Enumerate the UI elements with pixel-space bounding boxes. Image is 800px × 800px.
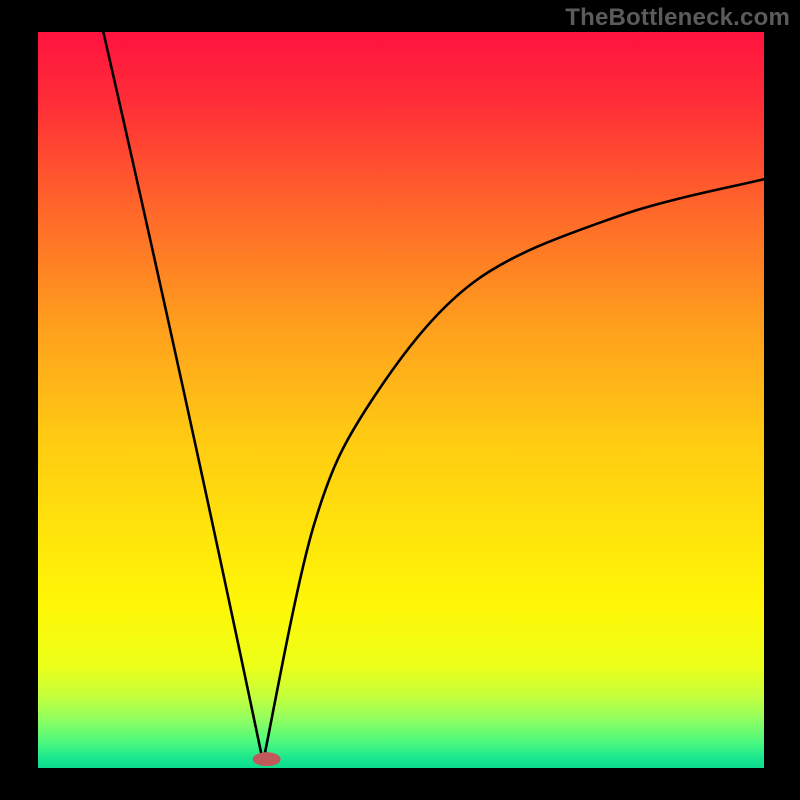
- watermark-text: TheBottleneck.com: [565, 4, 790, 32]
- optimal-marker: [253, 752, 281, 766]
- chart-frame: TheBottleneck.com: [0, 0, 800, 800]
- plot-background: [38, 32, 764, 768]
- bottleneck-chart: [38, 32, 764, 768]
